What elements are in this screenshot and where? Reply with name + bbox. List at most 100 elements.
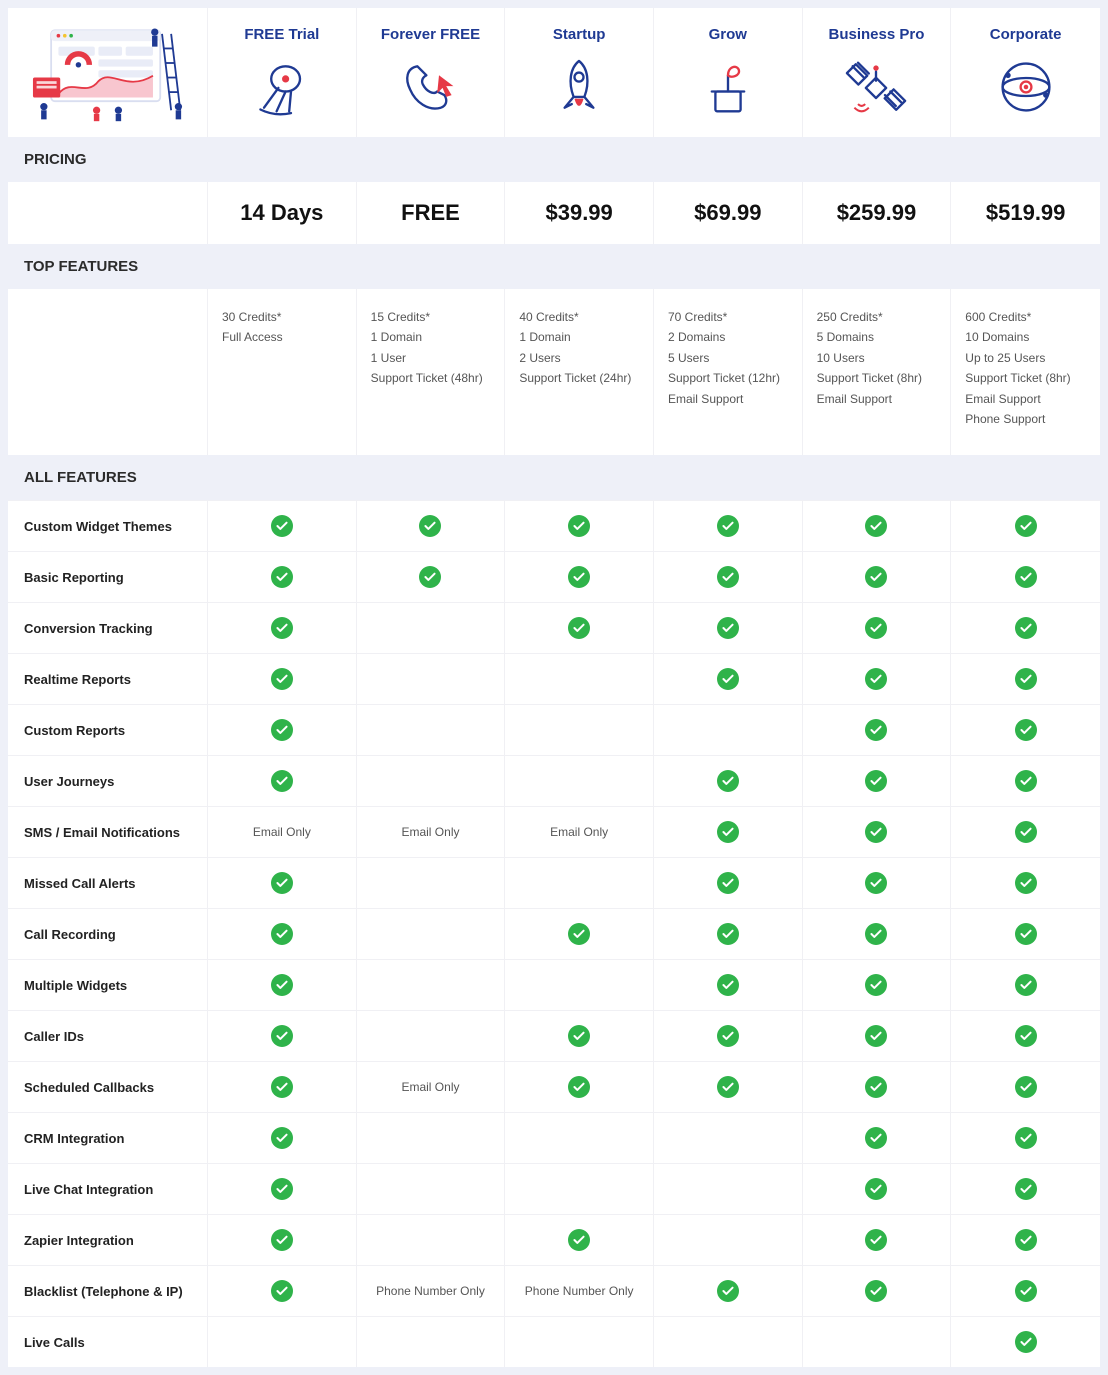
feature-cell	[654, 551, 803, 602]
top-feature-line: 5 Users	[668, 348, 788, 368]
pricing-row-label	[8, 182, 208, 244]
feature-cell	[951, 500, 1100, 551]
check-icon	[717, 566, 739, 588]
check-icon	[1015, 1280, 1037, 1302]
feature-cell	[951, 806, 1100, 857]
feature-cell	[208, 1061, 357, 1112]
price-corporate: $519.99	[951, 182, 1100, 244]
feature-cell: Phone Number Only	[357, 1265, 506, 1316]
feature-cell	[208, 755, 357, 806]
check-icon	[1015, 1178, 1037, 1200]
check-icon	[865, 923, 887, 945]
top-feature-line: Full Access	[222, 327, 342, 347]
feature-label: Basic Reporting	[8, 551, 208, 602]
feature-cell	[505, 602, 654, 653]
hero-illustration-cell	[8, 8, 208, 137]
feature-cell	[505, 1010, 654, 1061]
top-feature-line: 10 Domains	[965, 327, 1086, 347]
check-icon	[568, 515, 590, 537]
feature-cell: Email Only	[208, 806, 357, 857]
feature-cell	[654, 1061, 803, 1112]
feature-cell	[505, 959, 654, 1010]
feature-row: User Journeys	[8, 755, 1100, 806]
feature-cell	[803, 1010, 952, 1061]
check-icon	[568, 1076, 590, 1098]
top-feature-line: Up to 25 Users	[965, 348, 1086, 368]
feature-cell	[505, 1214, 654, 1265]
plan-header-grow: Grow	[654, 8, 803, 137]
check-icon	[1015, 566, 1037, 588]
check-icon	[865, 515, 887, 537]
top-feature-line: Support Ticket (12hr)	[668, 368, 788, 388]
feature-cell	[357, 602, 506, 653]
feature-cell	[505, 653, 654, 704]
feature-cell	[505, 1316, 654, 1367]
feature-cell	[357, 959, 506, 1010]
check-icon	[419, 515, 441, 537]
check-icon	[865, 566, 887, 588]
top-feature-line: 10 Users	[817, 348, 937, 368]
check-icon	[1015, 1331, 1037, 1353]
feature-label: Conversion Tracking	[8, 602, 208, 653]
feature-cell	[951, 1316, 1100, 1367]
top-features-trial: 30 Credits*Full Access	[208, 289, 357, 455]
top-feature-line: 1 Domain	[371, 327, 491, 347]
feature-cell	[505, 755, 654, 806]
feature-cell	[654, 1265, 803, 1316]
check-icon	[1015, 1076, 1037, 1098]
plan-name-corporate: Corporate	[957, 26, 1094, 43]
top-feature-line: 70 Credits*	[668, 307, 788, 327]
feature-cell	[208, 908, 357, 959]
check-icon	[865, 872, 887, 894]
top-features-corporate: 600 Credits*10 DomainsUp to 25 UsersSupp…	[951, 289, 1100, 455]
feature-cell	[208, 959, 357, 1010]
price-grow: $69.99	[654, 182, 803, 244]
feature-cell	[803, 1163, 952, 1214]
check-icon	[1015, 617, 1037, 639]
check-icon	[419, 566, 441, 588]
check-icon	[271, 872, 293, 894]
check-icon	[1015, 923, 1037, 945]
check-icon	[271, 1280, 293, 1302]
check-icon	[865, 1127, 887, 1149]
top-feature-line: 40 Credits*	[519, 307, 639, 327]
feature-cell	[654, 959, 803, 1010]
pricing-table-container: FREE Trial Forever FREE Startup Grow Bus…	[8, 8, 1100, 1367]
feature-cell	[208, 1265, 357, 1316]
plan-name-free: Forever FREE	[363, 26, 499, 43]
feature-cell	[803, 704, 952, 755]
feature-cell: Email Only	[357, 1061, 506, 1112]
hero-illustration	[16, 23, 199, 123]
feature-label: Caller IDs	[8, 1010, 208, 1061]
feature-cell	[208, 704, 357, 755]
plan-name-startup: Startup	[511, 26, 647, 43]
top-feature-line: Email Support	[965, 389, 1086, 409]
feature-cell	[654, 908, 803, 959]
feature-cell	[654, 602, 803, 653]
feature-cell	[357, 1112, 506, 1163]
feature-cell	[505, 1112, 654, 1163]
feature-row: Caller IDs	[8, 1010, 1100, 1061]
feature-cell	[208, 1316, 357, 1367]
feature-cell	[208, 1214, 357, 1265]
price-startup: $39.99	[505, 182, 654, 244]
feature-cell	[654, 653, 803, 704]
price-business: $259.99	[803, 182, 952, 244]
feature-row: CRM Integration	[8, 1112, 1100, 1163]
feature-cell	[803, 551, 952, 602]
check-icon	[1015, 872, 1037, 894]
feature-cell	[357, 1010, 506, 1061]
feature-cell	[654, 857, 803, 908]
top-feature-line: 2 Users	[519, 348, 639, 368]
feature-row: Custom Reports	[8, 704, 1100, 755]
check-icon	[865, 719, 887, 741]
feature-cell	[505, 857, 654, 908]
plan-header-business: Business Pro	[803, 8, 952, 137]
feature-row: Realtime Reports	[8, 653, 1100, 704]
feature-cell	[654, 1010, 803, 1061]
feature-label: Realtime Reports	[8, 653, 208, 704]
check-icon	[271, 923, 293, 945]
feature-cell	[505, 908, 654, 959]
check-icon	[271, 515, 293, 537]
check-icon	[1015, 770, 1037, 792]
